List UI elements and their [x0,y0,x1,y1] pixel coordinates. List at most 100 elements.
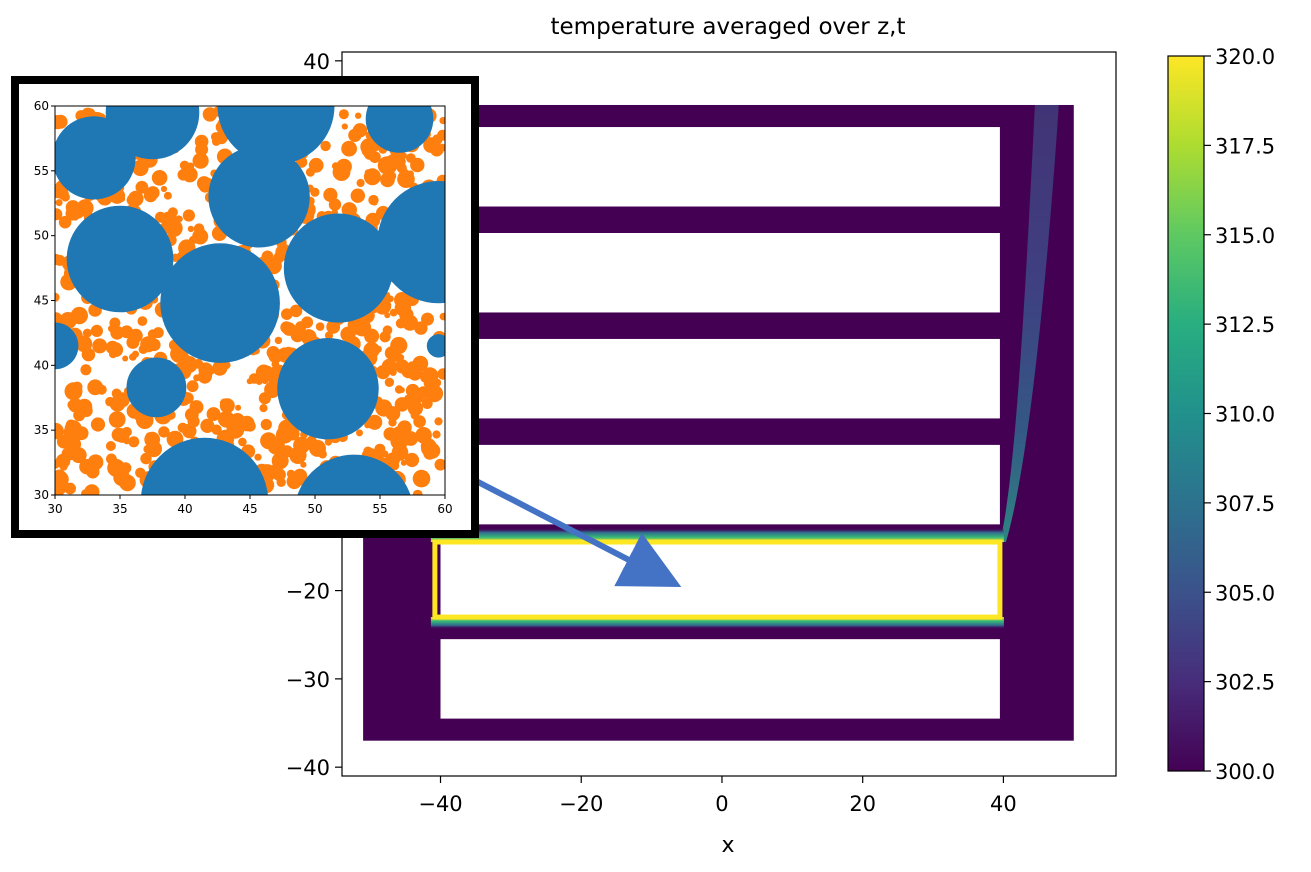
main-x-axis-label: x [721,833,734,858]
small-particle [300,461,307,468]
small-particle [84,484,100,495]
large-particle [66,205,174,313]
small-particle [214,130,228,145]
small-particle [258,392,271,405]
small-particle [97,342,105,350]
small-particle [439,117,445,125]
inset-x-tick-label: 30 [47,502,62,516]
small-particle [439,312,445,321]
small-particle [182,209,195,222]
small-particle [163,191,172,200]
main-x-ticks: −40 −20 0 20 40 [418,776,1017,816]
small-particle [320,140,331,152]
small-particle [90,417,106,432]
inset-y-tick-label: 55 [34,164,49,178]
small-particle [66,452,75,461]
large-particle [141,437,268,495]
small-particle [341,123,348,130]
small-particle [122,355,129,362]
small-particle [255,378,263,385]
small-particle [374,345,382,353]
small-particle [384,377,395,387]
small-particle [363,446,373,456]
small-particle [261,376,269,385]
inset-y-ticks: 30 35 40 45 50 55 60 [34,99,55,502]
small-particle [385,154,401,170]
small-particle [397,171,410,183]
small-particle [143,188,158,203]
large-particle [55,322,79,370]
warm-plume [999,104,1059,543]
colorbar: 300.0 302.5 305.0 307.5 310.0 312.5 315.0 317.5… [1167,45,1275,784]
small-particle [409,389,425,404]
inset-y-tick-label: 35 [34,423,49,437]
main-y-tick-label: −20 [286,580,330,604]
small-particle [350,132,358,140]
slot-2 [440,233,1000,313]
large-particle [426,334,445,358]
small-particle [394,397,410,412]
inset-y-tick-label: 30 [34,488,49,502]
small-particle [260,418,272,431]
small-particle [222,361,231,370]
small-particle [126,194,138,206]
main-y-tick-label: −40 [286,756,330,780]
colorbar-tick-label: 312.5 [1215,313,1275,337]
small-particle [431,134,443,145]
colorbar-ticks: 300.0 302.5 305.0 307.5 310.0 312.5 315.0 317.5… [1204,45,1275,784]
small-particle [187,225,195,233]
small-particle [375,399,393,417]
small-particle [412,469,431,488]
small-particle [138,344,148,354]
small-particle [55,199,63,207]
inset-x-tick-label: 40 [177,502,192,516]
large-particle [377,181,445,304]
small-particle [272,468,286,482]
small-particle [71,381,83,393]
small-particle [86,465,100,479]
colorbar-tick-label: 307.5 [1215,492,1275,516]
small-particle [355,112,362,119]
inset-x-tick-label: 60 [437,502,452,516]
heated-slot-glow-bottom [430,617,1004,630]
small-particle [55,114,68,129]
small-particle [281,308,293,321]
small-particle [176,216,183,222]
small-particle [381,450,389,458]
small-particle [64,420,82,438]
small-particle [70,306,89,325]
small-particle [432,430,441,439]
small-particle [80,404,93,417]
large-particle [277,337,379,440]
large-particle [297,454,411,495]
small-particle [55,292,60,302]
small-particle [246,378,253,385]
small-particle [81,347,96,362]
small-particle [268,348,283,364]
small-particle [60,192,70,202]
colorbar-tick-label: 320.0 [1215,45,1275,69]
small-particle [350,188,365,203]
small-particle [401,363,417,379]
small-particle [404,452,420,468]
large-particle [283,213,393,323]
small-particle [192,152,209,169]
small-particle [55,253,62,266]
colorbar-tick-label: 300.0 [1215,760,1275,784]
small-particle [155,211,166,223]
colorbar-gradient [1167,55,1205,772]
small-particle [380,162,390,172]
small-particle [158,426,170,438]
colorbar-tick-label: 302.5 [1215,671,1275,695]
small-particle [111,388,122,399]
small-particle [356,178,365,188]
large-particle [365,106,434,153]
small-particle [160,185,168,193]
inset-x-ticks: 30 35 40 45 50 55 60 [47,495,453,516]
small-particle [371,199,378,206]
small-particle [398,387,405,393]
small-particle [59,462,68,471]
small-particle [90,324,103,337]
